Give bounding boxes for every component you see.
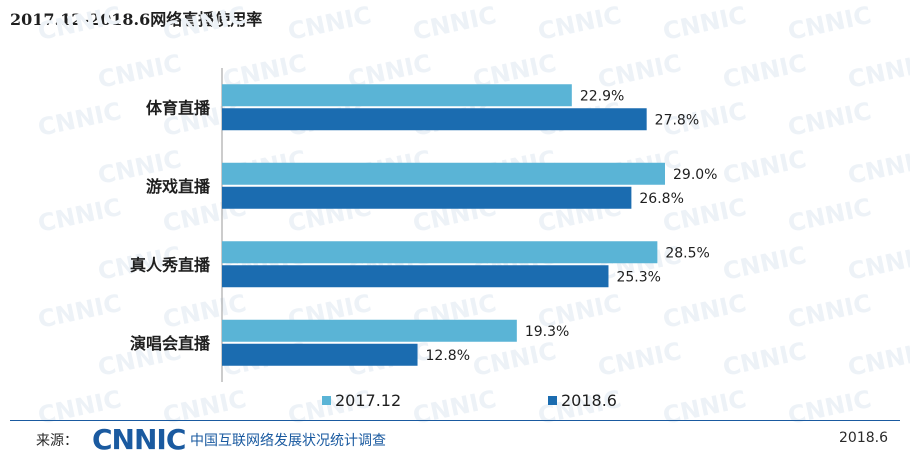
watermark-text: CNNIC: [660, 1, 748, 46]
watermark-text: CNNIC: [720, 337, 808, 382]
watermark-text: CNNIC: [785, 289, 873, 334]
data-label: 19.3%: [525, 324, 569, 340]
watermark-text: CNNIC: [845, 241, 910, 286]
watermark-text: CNNIC: [410, 1, 498, 46]
category-label: 游戏直播: [146, 177, 211, 196]
bar-2017.12-体育直播: [222, 84, 572, 107]
labels-layer: 体育直播 22.9% 27.8% 游戏直播 29.0% 26.8% 真人秀直播 28.5% 25…: [130, 88, 718, 364]
watermark-text: CNNIC: [595, 337, 683, 382]
watermark-text: CNNIC: [535, 1, 623, 46]
category-label: 真人秀直播: [130, 255, 211, 274]
watermark-text: CNNIC: [160, 1, 248, 46]
footer-date: 2018.6: [839, 430, 888, 446]
watermark-text: CNNIC: [660, 385, 748, 430]
bar-2017.12-真人秀直播: [222, 241, 658, 264]
data-label: 22.9%: [580, 88, 624, 104]
legend: 2017.12 2018.6: [322, 391, 617, 410]
bar-2017.12-演唱会直播: [222, 319, 517, 342]
watermark-text: CNNIC: [595, 49, 683, 94]
legend-swatch: [548, 396, 557, 405]
chart-title: 2017.12-2018.6网络直播使用率: [10, 10, 263, 29]
footer-source-label: 来源：: [36, 433, 78, 449]
data-label: 27.8%: [655, 112, 699, 128]
legend-label: 2017.12: [335, 391, 401, 410]
watermark-text: CNNIC: [470, 337, 558, 382]
watermark-text: CNNIC: [285, 1, 373, 46]
watermark-text: CNNIC: [785, 1, 873, 46]
legend-swatch: [322, 396, 331, 405]
watermark-text: CNNIC: [95, 49, 183, 94]
watermark-text: CNNIC: [845, 145, 910, 190]
watermark-text: CNNIC: [410, 385, 498, 430]
watermark-text: CNNIC: [35, 97, 123, 142]
bars-layer: [222, 84, 665, 366]
data-label: 28.5%: [665, 245, 709, 261]
watermark-text: CNNIC: [720, 241, 808, 286]
watermark-text: CNNIC: [35, 193, 123, 238]
category-label: 演唱会直播: [130, 334, 211, 353]
watermark-text: CNNIC: [845, 337, 910, 382]
bar-2018.6-体育直播: [222, 108, 647, 131]
watermark-text: CNNIC: [720, 145, 808, 190]
watermark-text: CNNIC: [785, 193, 873, 238]
watermark-text: CNNIC: [35, 289, 123, 334]
data-label: 26.8%: [639, 191, 683, 207]
watermark-text: CNNIC: [845, 49, 910, 94]
category-label: 体育直播: [146, 98, 211, 117]
bar-2018.6-演唱会直播: [222, 343, 418, 366]
watermark-layer: CNNIC CNNIC CNNIC CNNIC CNNIC CNNIC CNNICCNNIC…: [35, 1, 910, 430]
watermark-text: CNNIC: [785, 97, 873, 142]
footer-divider: [10, 420, 900, 421]
cnnic-logo: CNNIC: [92, 423, 186, 456]
bar-2017.12-游戏直播: [222, 162, 665, 185]
footer-org: 中国互联网络发展状况统计调查: [190, 433, 386, 449]
bar-2018.6-游戏直播: [222, 186, 632, 209]
watermark-text: CNNIC: [785, 385, 873, 430]
data-label: 12.8%: [426, 348, 470, 364]
legend-label: 2018.6: [561, 391, 617, 410]
data-label: 25.3%: [616, 269, 660, 285]
watermark-text: CNNIC: [35, 1, 123, 46]
watermark-text: CNNIC: [720, 49, 808, 94]
data-label: 29.0%: [673, 167, 717, 183]
watermark-text: CNNIC: [660, 289, 748, 334]
bar-2018.6-真人秀直播: [222, 265, 609, 288]
